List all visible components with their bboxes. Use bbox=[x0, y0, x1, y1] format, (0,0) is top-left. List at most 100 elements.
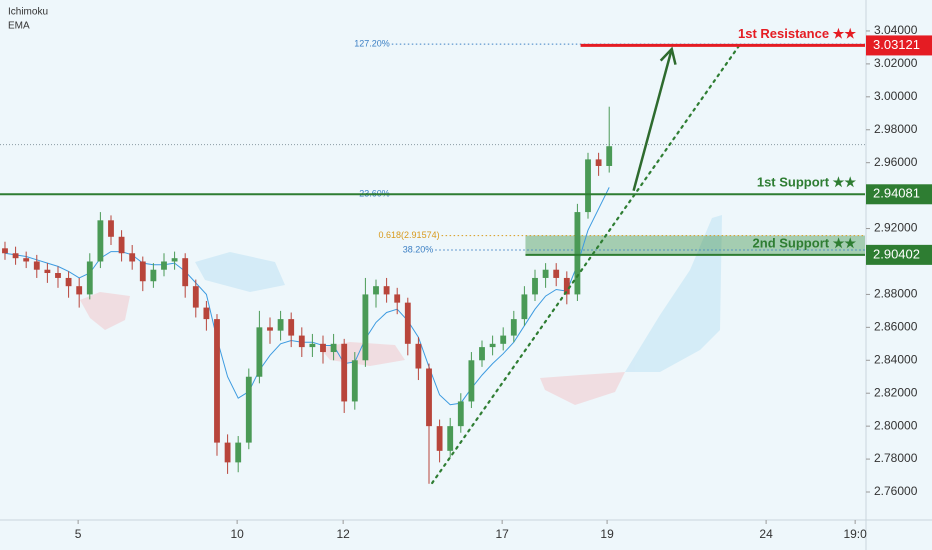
candle bbox=[12, 246, 19, 265]
candle-body bbox=[563, 277, 570, 295]
x-tick-label: 24 bbox=[759, 527, 773, 541]
candle bbox=[150, 263, 157, 288]
candle bbox=[542, 263, 549, 288]
y-tick-label: 3.04000 bbox=[874, 23, 918, 37]
candle-body bbox=[394, 294, 401, 303]
candle-body bbox=[298, 335, 305, 348]
candle-body bbox=[383, 286, 390, 295]
y-tick-label: 2.84000 bbox=[874, 352, 918, 366]
candle bbox=[97, 212, 104, 269]
candle bbox=[245, 368, 252, 450]
cloud-bull bbox=[195, 252, 285, 292]
candle bbox=[235, 436, 242, 473]
candle bbox=[224, 434, 231, 474]
candle-body bbox=[479, 347, 485, 361]
candle bbox=[341, 338, 348, 413]
candle bbox=[309, 333, 316, 357]
candle bbox=[139, 256, 146, 292]
candle-body bbox=[161, 261, 167, 270]
level-label: 2nd Support ★★ bbox=[753, 235, 857, 250]
candle-body bbox=[404, 302, 411, 344]
candle-body bbox=[521, 294, 528, 320]
candle-body bbox=[65, 277, 72, 287]
y-tick-label: 2.80000 bbox=[874, 418, 918, 432]
y-tick-label: 2.92000 bbox=[874, 221, 918, 235]
price-box bbox=[866, 184, 932, 205]
candle-body bbox=[2, 248, 8, 254]
candle bbox=[351, 352, 358, 410]
candle-body bbox=[553, 269, 560, 278]
candle-body bbox=[436, 426, 443, 451]
candle bbox=[373, 279, 379, 308]
cloud-bear bbox=[80, 292, 130, 330]
candle-body bbox=[267, 327, 273, 331]
candle bbox=[574, 203, 581, 302]
y-tick-label: 2.82000 bbox=[874, 385, 918, 399]
candle-body bbox=[12, 253, 19, 259]
candle bbox=[320, 335, 326, 364]
candle bbox=[510, 310, 517, 343]
candle-body bbox=[44, 269, 51, 274]
candle bbox=[595, 152, 602, 176]
candle bbox=[267, 317, 273, 344]
candle-body bbox=[500, 335, 507, 344]
fib-label: 127.20% bbox=[354, 39, 390, 49]
candle bbox=[415, 337, 422, 381]
candle-body bbox=[468, 360, 475, 402]
candle-body bbox=[86, 261, 93, 295]
candle bbox=[129, 245, 136, 270]
candle bbox=[532, 269, 538, 302]
candle bbox=[521, 286, 528, 326]
x-tick-label: 5 bbox=[75, 527, 82, 541]
candle bbox=[118, 230, 125, 262]
x-tick-label: 12 bbox=[336, 527, 350, 541]
candle bbox=[108, 215, 114, 246]
candle-body bbox=[341, 343, 348, 402]
price-box bbox=[866, 244, 932, 265]
y-tick-label: 2.88000 bbox=[874, 287, 918, 301]
candle-body bbox=[351, 360, 358, 402]
projection-arrow bbox=[632, 48, 673, 192]
candle-body bbox=[203, 307, 210, 320]
candle bbox=[436, 419, 443, 463]
y-tick-label: 3.00000 bbox=[874, 89, 918, 103]
x-tick-label: 19:0 bbox=[843, 527, 867, 541]
level-label: 1st Resistance ★★ bbox=[738, 26, 856, 41]
candle bbox=[500, 327, 507, 351]
candle-body bbox=[256, 327, 263, 377]
candle-body bbox=[362, 294, 369, 361]
candle bbox=[182, 253, 189, 298]
candle-body bbox=[118, 236, 125, 254]
candle bbox=[44, 263, 51, 283]
candle-body bbox=[33, 261, 40, 270]
candle-body bbox=[214, 319, 220, 443]
candle-body bbox=[182, 258, 189, 287]
x-tick-label: 19 bbox=[600, 527, 614, 541]
candle bbox=[161, 253, 167, 277]
candle bbox=[489, 335, 496, 356]
candle-body bbox=[510, 319, 517, 336]
candle bbox=[457, 393, 464, 433]
y-tick-label: 2.98000 bbox=[874, 122, 918, 136]
candle-body bbox=[542, 269, 549, 278]
candle-body bbox=[426, 368, 432, 427]
candle bbox=[277, 310, 284, 341]
candle bbox=[468, 352, 475, 409]
candle-body bbox=[150, 269, 157, 282]
candle bbox=[383, 277, 390, 303]
candle-body bbox=[171, 258, 178, 262]
cloud-bear bbox=[540, 372, 625, 405]
candle bbox=[33, 254, 40, 278]
candle-body bbox=[108, 220, 114, 237]
candle bbox=[330, 333, 337, 361]
candle-body bbox=[415, 343, 422, 369]
candle-body bbox=[129, 253, 136, 262]
candle-body bbox=[235, 442, 242, 463]
candle bbox=[585, 152, 591, 219]
y-tick-label: 2.96000 bbox=[874, 155, 918, 169]
candle bbox=[203, 301, 210, 331]
candle bbox=[65, 271, 72, 298]
